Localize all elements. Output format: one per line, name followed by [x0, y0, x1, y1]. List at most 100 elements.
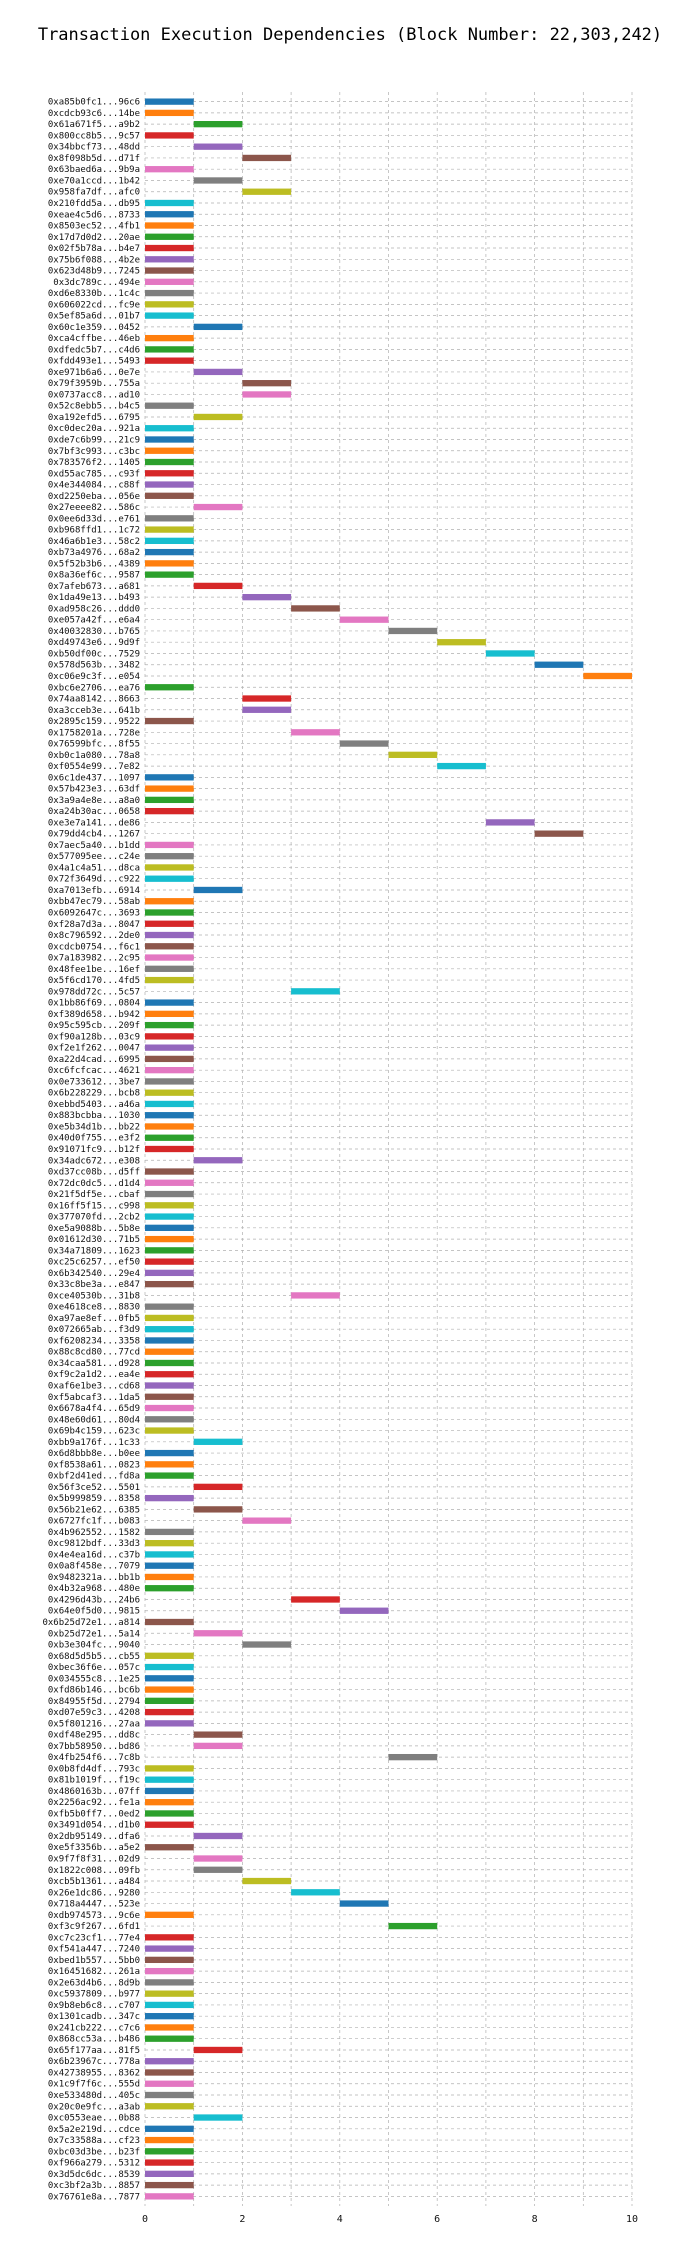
bar [339, 1607, 389, 1614]
bar [193, 2046, 243, 2054]
y-tick-label: 0x48fee1be...16ef [48, 965, 140, 975]
x-tick-label: 2 [239, 2214, 245, 2225]
bar [388, 627, 438, 635]
bar [145, 1427, 194, 1434]
y-tick-label: 0x84955f5d...2794 [48, 1697, 140, 1707]
bar [145, 2001, 194, 2009]
bar [437, 639, 486, 646]
bar [145, 402, 194, 409]
y-tick-label: 0xa24b30ac...0658 [48, 807, 140, 817]
bar [145, 1314, 194, 1322]
bar [145, 774, 194, 781]
bar [145, 1382, 194, 1389]
bar [145, 267, 194, 274]
y-tick-label: 0x578d563b...3482 [48, 661, 140, 671]
bar [145, 2058, 194, 2065]
bar [242, 1877, 292, 1885]
bar [145, 2103, 194, 2110]
y-tick-label: 0xdb974573...9c6e [48, 1911, 140, 1921]
y-tick-label: 0x01612d30...71b5 [48, 1235, 140, 1245]
bar [145, 222, 194, 229]
y-tick-label: 0x210fdd5a...db95 [48, 199, 140, 209]
y-tick-label: 0x783576f2...1405 [48, 458, 140, 468]
y-tick-label: 0xbb9a176f...1c33 [48, 1438, 140, 1448]
y-tick-label: 0x5ef85a6d...01b7 [48, 312, 140, 322]
y-tick-label: 0x65f177aa...81f5 [48, 2046, 140, 2056]
y-tick-label: 0xbc6e2706...ea76 [48, 683, 140, 693]
bar [145, 1089, 194, 1096]
bar [145, 2013, 194, 2020]
y-tick-label: 0x27eeee82...586c [48, 503, 140, 513]
bar [193, 1438, 243, 1445]
bar [145, 1337, 194, 1344]
bar [145, 1258, 194, 1265]
bar [193, 582, 243, 590]
bar [145, 841, 194, 849]
bar [193, 886, 243, 894]
y-tick-label: 0x4e344084...c88f [48, 481, 140, 491]
bar [145, 1371, 194, 1378]
y-tick-label: 0x8c796592...2de0 [48, 931, 140, 941]
bar [242, 1517, 292, 1524]
y-tick-label: 0x1da49e13...b493 [48, 593, 140, 603]
bar [145, 853, 194, 860]
y-tick-label: 0xad958c26...ddd0 [48, 604, 140, 614]
x-tick-label: 6 [434, 2214, 440, 2225]
y-tick-label: 0xe5f3356b...a5e2 [48, 1843, 140, 1853]
bar [145, 98, 194, 105]
bar [145, 943, 194, 950]
bar [145, 1449, 194, 1457]
y-tick-label: 0x800cc8b5...9c57 [48, 131, 140, 141]
bar [193, 177, 243, 184]
y-tick-label: 0x718a4447...523e [48, 1900, 140, 1910]
bar [145, 470, 194, 477]
bar [193, 143, 243, 150]
y-tick-label: 0x33c8be3a...e847 [48, 1280, 140, 1290]
bar [145, 301, 194, 308]
y-tick-label: 0xf3c9f267...6fd1 [48, 1922, 140, 1932]
bar [193, 1157, 243, 1164]
bar [145, 1348, 194, 1355]
y-tick-label: 0x606022cd...fc9e [48, 300, 140, 310]
y-tick-label: 0x2e63d4b6...8d9b [48, 1978, 140, 1988]
bar [437, 762, 486, 770]
y-tick-label: 0x4a1c4a51...d8ca [48, 863, 140, 873]
bar [145, 1573, 194, 1581]
bar [145, 571, 194, 578]
bar [534, 830, 584, 837]
y-tick-label: 0x4860163b...07ff [48, 1787, 140, 1797]
y-tick-label: 0xc7c23cf1...77e4 [48, 1933, 140, 1943]
bar [145, 931, 194, 939]
bar [145, 334, 194, 342]
y-tick-label: 0x34adc672...e308 [48, 1156, 140, 1166]
y-tick-label: 0xa22d4cad...6995 [48, 1055, 140, 1065]
y-tick-label: 0x48e60d61...80d4 [48, 1415, 140, 1425]
bar [145, 1720, 194, 1727]
bar [145, 256, 194, 263]
bar [145, 447, 194, 454]
bar [145, 1326, 194, 1333]
y-tick-label: 0x6c1de437...1097 [48, 773, 140, 783]
bar [145, 1776, 194, 1783]
bar [145, 1168, 194, 1175]
y-tick-label: 0x8a36ef6c...9587 [48, 571, 140, 581]
y-tick-label: 0xf9c2a1d2...ea4e [48, 1370, 140, 1380]
bar [145, 1765, 194, 1772]
y-tick-label: 0x57b423e3...63df [48, 785, 140, 795]
y-tick-label: 0x4b962552...1582 [48, 1528, 140, 1538]
bar [145, 1585, 194, 1592]
y-tick-label: 0xfd86b146...bc6b [48, 1686, 140, 1696]
bar [145, 289, 194, 297]
y-tick-label: 0x7bf3c993...c3bc [48, 447, 140, 457]
bar [145, 1280, 194, 1288]
y-tick-label: 0xbc03d3be...b23f [48, 2147, 140, 2157]
y-tick-label: 0xd37cc08b...d5ff [48, 1168, 140, 1178]
bar [145, 1202, 194, 1209]
y-tick-label: 0xf0554e99...7e82 [48, 762, 140, 772]
y-tick-label: 0xbec36f6e...057c [48, 1663, 140, 1673]
y-tick-label: 0xf28a7d3a...8047 [48, 920, 140, 930]
y-tick-label: 0x5f801216...27aa [48, 1719, 140, 1729]
y-tick-label: 0x40d0f755...e3f2 [48, 1134, 140, 1144]
bar [193, 1855, 243, 1862]
bar [145, 2193, 194, 2200]
